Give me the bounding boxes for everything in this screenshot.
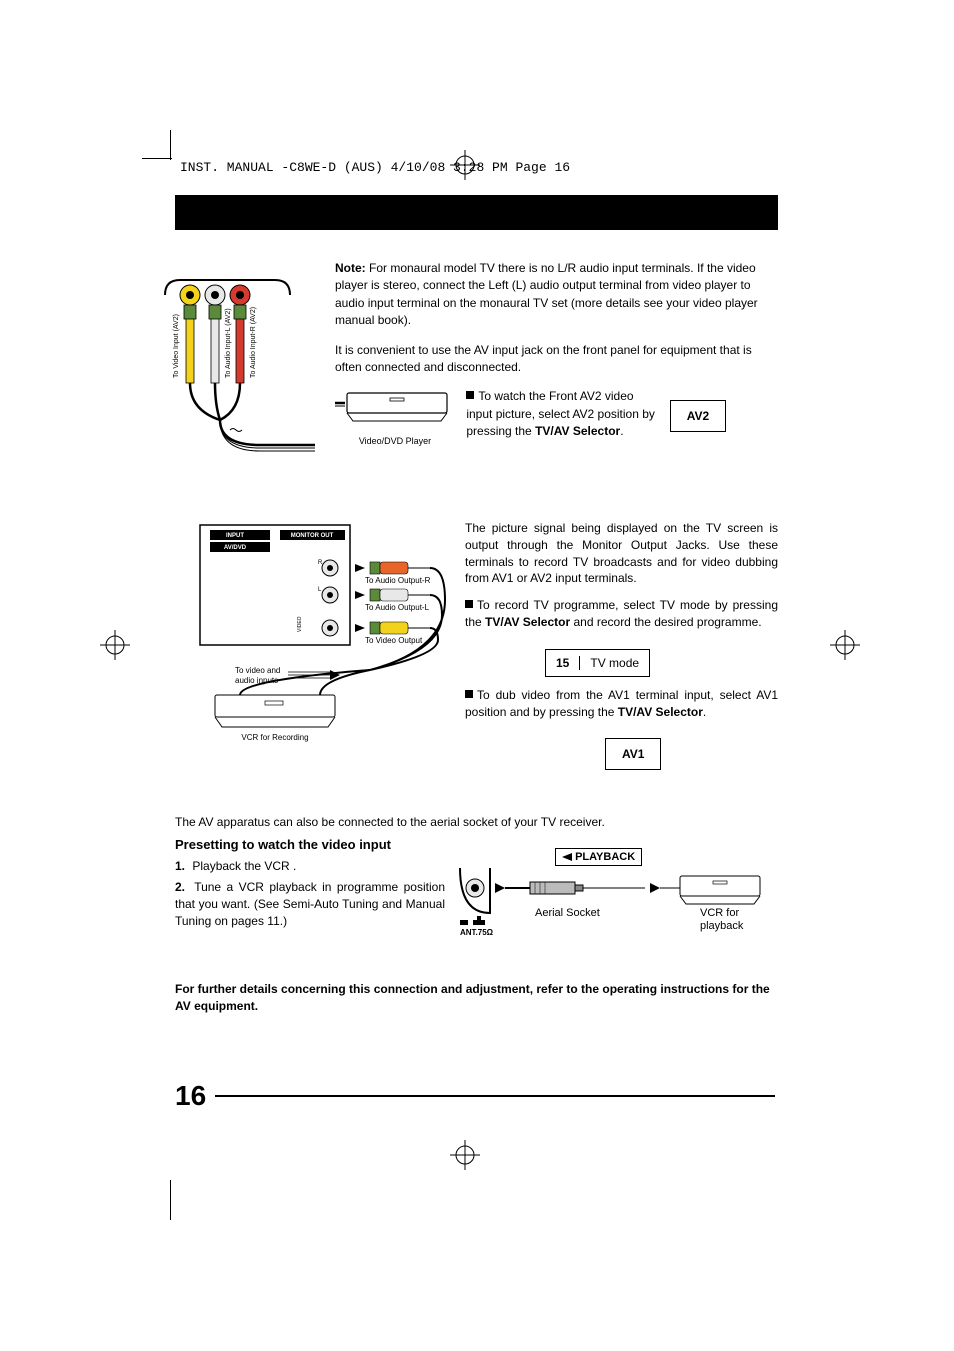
registration-mark-icon: [100, 630, 130, 660]
page-rule: [215, 1095, 775, 1097]
osd-av1: AV1: [605, 738, 661, 770]
note-paragraph: Note: For monaural model TV there is no …: [335, 260, 778, 330]
bullet-icon: [466, 391, 474, 399]
dub-instruction: To dub video from the AV1 terminal input…: [465, 687, 778, 721]
panel-label: MONITOR OUT: [291, 533, 334, 539]
section-monitor-out: INPUT MONITOR OUT AV/DVD R L VIDEO: [175, 520, 778, 770]
arrow-label: To Audio Output-L: [365, 603, 430, 612]
aerial-socket-label: Aerial Socket: [535, 907, 600, 919]
record-instruction: To record TV programme, select TV mode b…: [465, 597, 778, 631]
to-inputs-label: audio inputs: [235, 676, 278, 685]
vcr-playback-label: playback: [700, 920, 744, 932]
plug-l: [355, 589, 430, 601]
crop-mark: [170, 1180, 171, 1220]
page-number: 16: [175, 1080, 206, 1112]
arrow-label: To Audio Output-R: [365, 576, 431, 585]
arrow-label: To Video Output: [365, 636, 423, 645]
vcr-for-label: VCR for: [700, 907, 739, 919]
bullet-icon: [465, 600, 473, 608]
plug-v: [355, 622, 430, 634]
aerial-intro: The AV apparatus can also be connected t…: [175, 815, 778, 829]
crop-mark: [170, 130, 171, 160]
jack-label: To Video Input (AV2): [173, 314, 180, 378]
bullet-icon: [465, 690, 473, 698]
vcr-rec-label: VCR for Recording: [241, 733, 308, 742]
section-front-av2: To Video Input (AV2) To Audio Input-L (A…: [175, 260, 778, 470]
page-content: To Video Input (AV2) To Audio Input-L (A…: [175, 260, 778, 1015]
dvd-player-diagram: Video/DVD Player: [335, 388, 455, 446]
header-bar: [175, 195, 778, 230]
section-aerial: The AV apparatus can also be connected t…: [175, 815, 778, 1015]
to-inputs-label: To video and: [235, 666, 280, 675]
diagram-aerial-chain: PLAYBACK: [455, 858, 778, 951]
svg-text:R: R: [318, 560, 323, 566]
panel-label: AV/DVD: [224, 545, 247, 551]
crop-mark: [142, 158, 172, 159]
jack-label: To Audio Input-R (AV2): [250, 307, 257, 378]
monitor-out-intro: The picture signal being displayed on th…: [465, 520, 778, 587]
diagram-av2-jacks: To Video Input (AV2) To Audio Input-L (A…: [160, 270, 320, 483]
convenience-paragraph: It is convenient to use the AV input jac…: [335, 342, 778, 377]
av2-instruction: To watch the Front AV2 video input pictu…: [466, 388, 656, 440]
svg-text:VIDEO: VIDEO: [297, 616, 303, 632]
panel-label: INPUT: [226, 533, 244, 539]
print-slug: INST. MANUAL -C8WE-D (AUS) 4/10/08 3:28 …: [180, 160, 570, 175]
presetting-steps: 1. Playback the VCR . 2. Tune a VCR play…: [175, 858, 455, 951]
dvd-label: Video/DVD Player: [335, 436, 455, 446]
plug-r: [355, 562, 430, 574]
osd-av2: AV2: [670, 400, 726, 432]
jack-label: To Audio Input-L (AV2): [225, 308, 232, 378]
registration-mark-icon: [830, 630, 860, 660]
registration-mark-icon: [450, 150, 480, 180]
ant-label: ANT.75Ω: [460, 928, 494, 937]
svg-text:L: L: [318, 587, 322, 593]
diagram-monitor-out: INPUT MONITOR OUT AV/DVD R L VIDEO: [190, 520, 440, 753]
registration-mark-icon: [450, 1140, 480, 1170]
footer-note: For further details concerning this conn…: [175, 981, 778, 1015]
presetting-heading: Presetting to watch the video input: [175, 837, 778, 852]
osd-channel-15: 15TV mode: [545, 649, 650, 677]
playback-label: PLAYBACK: [555, 848, 642, 866]
